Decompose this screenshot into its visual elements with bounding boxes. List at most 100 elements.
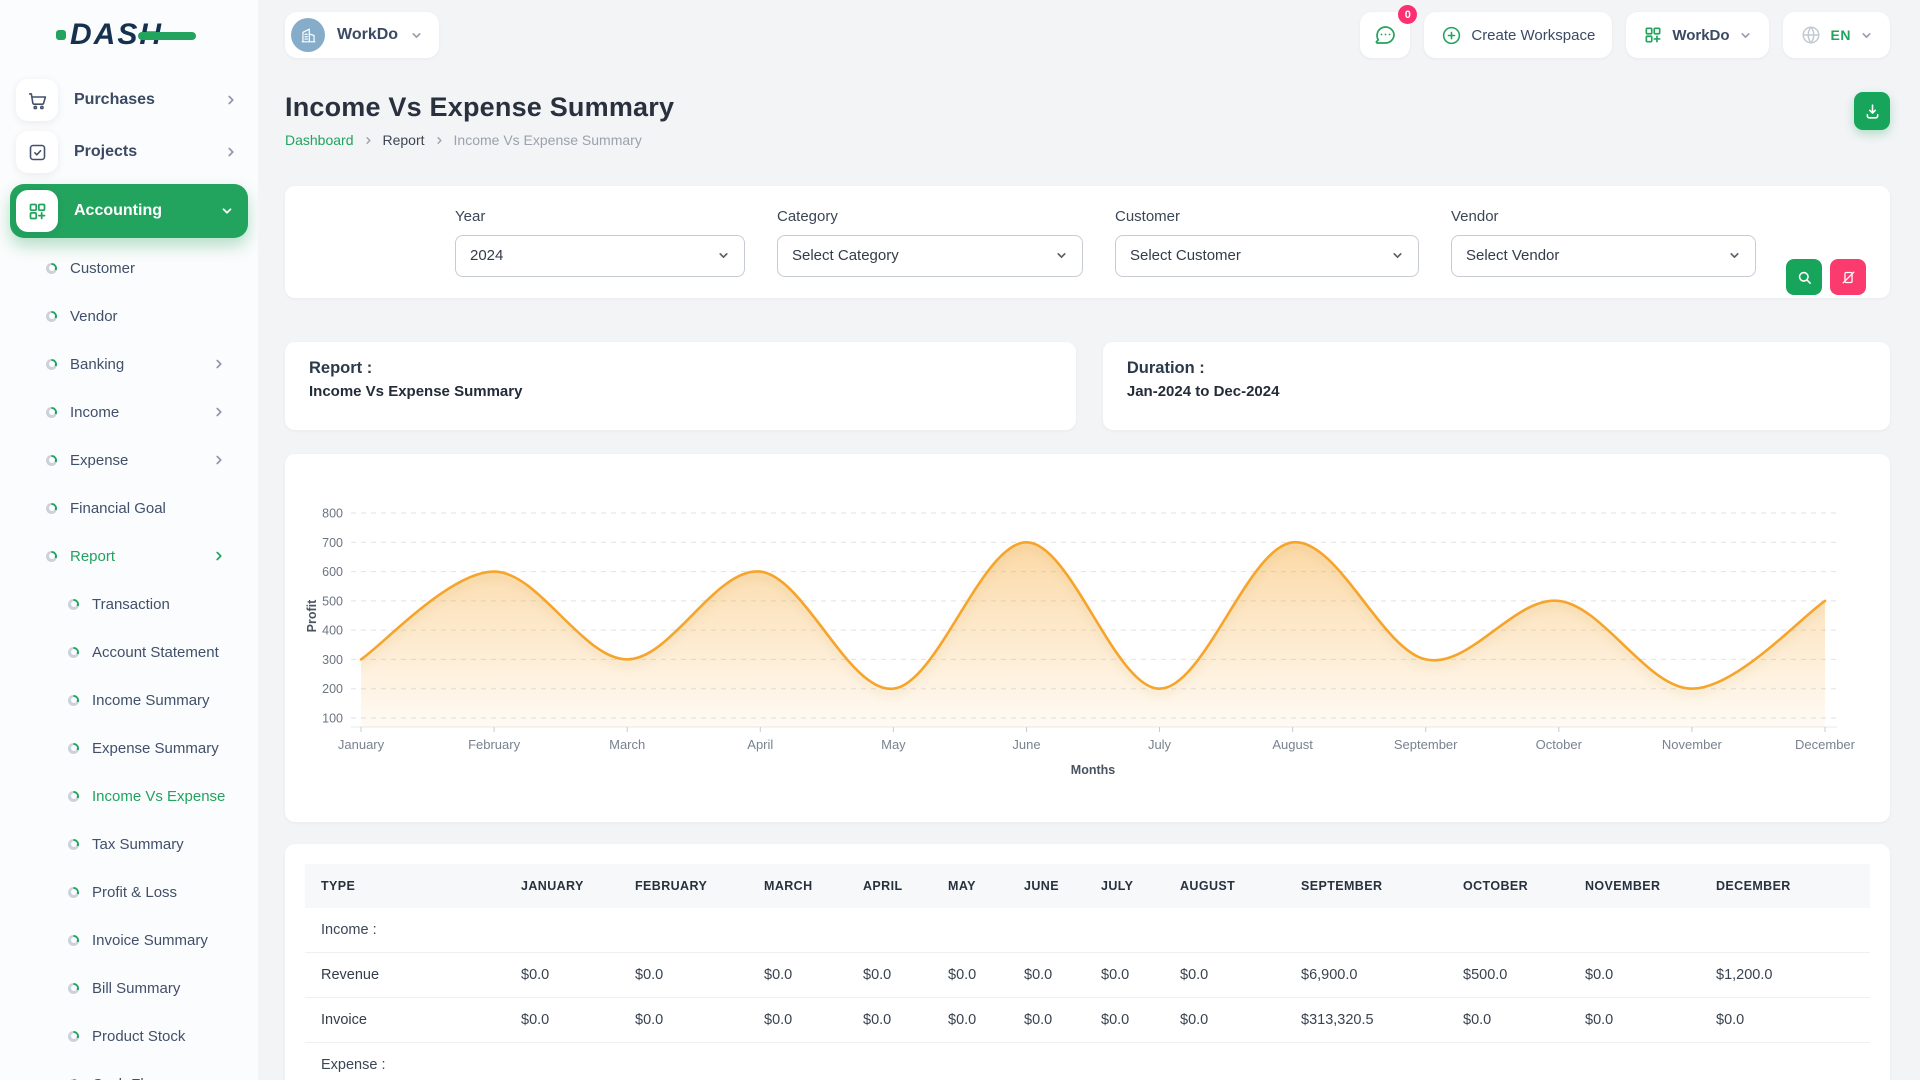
bullet-icon — [46, 358, 57, 370]
cell-value: $0.0 — [847, 997, 932, 1043]
svg-text:September: September — [1394, 737, 1458, 752]
duration-value: Jan-2024 to Dec-2024 — [1126, 383, 1280, 400]
section-label: Expense : — [305, 1042, 505, 1080]
chevron-down-icon — [1860, 29, 1873, 42]
sidebar-item-income-vs-expense[interactable]: Income Vs Expense — [10, 772, 248, 820]
sidebar-item-transaction[interactable]: Transaction — [10, 580, 248, 628]
sidebar-item-financial-goal[interactable]: Financial Goal — [10, 484, 248, 532]
column-header-may: MAY — [932, 864, 1008, 908]
bullet-icon — [68, 886, 79, 898]
sidebar-item-expense[interactable]: Expense — [10, 436, 248, 484]
sidebar-item-customer[interactable]: Customer — [10, 244, 248, 292]
breadcrumb-item-income-vs-expense-summary: Income Vs Expense Summary — [453, 132, 642, 148]
cell-value: $0.0 — [1447, 997, 1569, 1043]
sidebar-item-income[interactable]: Income — [10, 388, 248, 436]
column-header-july: JULY — [1085, 864, 1164, 908]
cell-value: $0.0 — [847, 952, 932, 998]
svg-text:January: January — [338, 737, 385, 752]
cell-value: $0.0 — [932, 997, 1008, 1043]
cell-value: $313,320.5 — [1285, 997, 1447, 1043]
sidebar-item-tax-summary[interactable]: Tax Summary — [10, 820, 248, 868]
filter-label: Customer — [1115, 207, 1181, 225]
chevron-down-icon — [410, 29, 423, 42]
svg-text:Profit: Profit — [305, 599, 319, 632]
sidebar-item-profit-loss[interactable]: Profit & Loss — [10, 868, 248, 916]
sidebar: DASH Purchases Projects Accounting Customer… — [0, 0, 258, 1080]
bullet-icon — [46, 502, 57, 514]
page-title: Income Vs Expense Summary — [285, 92, 675, 122]
sidebar-item-invoice-summary[interactable]: Invoice Summary — [10, 916, 248, 964]
filter-field-vendor: Vendor Select Vendor — [1451, 208, 1756, 277]
filter-field-category: Category Select Category — [777, 208, 1083, 277]
create-workspace-button[interactable]: Create Workspace — [1424, 12, 1613, 58]
messages-button[interactable]: 0 — [1360, 5, 1418, 58]
cell-value: $0.0 — [1569, 952, 1700, 998]
apply-filter-button[interactable] — [1786, 259, 1822, 295]
svg-text:May: May — [881, 737, 906, 752]
bullet-icon — [46, 406, 57, 418]
breadcrumb-item-dashboard[interactable]: Dashboard — [285, 132, 354, 148]
sidebar-item-cash-flow[interactable]: Cash Flow — [10, 1060, 248, 1080]
income-expense-chart: 800 700 600 500 400 300 200 100 January February M… — [285, 454, 1890, 822]
vendor-select[interactable]: Select Vendor — [1451, 234, 1756, 277]
category-select[interactable]: Select Category — [777, 234, 1083, 277]
svg-text:March: March — [609, 737, 645, 752]
language-selector[interactable]: EN — [1782, 12, 1890, 58]
filter-buttons — [1786, 259, 1866, 295]
column-header-november: NOVEMBER — [1569, 864, 1700, 908]
svg-text:Months: Months — [1071, 763, 1115, 777]
svg-text:700: 700 — [322, 536, 343, 550]
cell-value: $0.0 — [1569, 997, 1700, 1043]
breadcrumb-item-report[interactable]: Report — [382, 132, 425, 148]
table-row: Income : — [305, 908, 1870, 953]
reset-filter-button[interactable] — [1830, 259, 1866, 295]
sidebar-item-bill-summary[interactable]: Bill Summary — [10, 964, 248, 1012]
sidebar-item-accounting[interactable]: Accounting — [10, 184, 248, 238]
sidebar-item-banking[interactable]: Banking — [10, 340, 248, 388]
main-area: WorkDo 0 Create Workspace WorkDo — [258, 0, 1920, 1080]
duration-summary-card: Duration : Jan-2024 to Dec-2024 — [1102, 342, 1890, 430]
search-icon — [1796, 269, 1813, 286]
sidebar-item-account-statement[interactable]: Account Statement — [10, 628, 248, 676]
sidebar-item-projects[interactable]: Projects — [10, 126, 248, 178]
sidebar-item-report[interactable]: Report — [10, 532, 248, 580]
summary-cards: Report : Income Vs Expense Summary Durat… — [285, 342, 1890, 430]
language-code: EN — [1830, 27, 1851, 43]
customer-select[interactable]: Select Customer — [1115, 234, 1419, 277]
chevron-right-icon — [212, 357, 226, 371]
cell-value: $0.0 — [1164, 997, 1285, 1043]
cell-value: $0.0 — [619, 952, 748, 998]
report-table-card: TYPE JANUARY FEBRUARY MARCH APRIL MAY JUNE JULY… — [285, 844, 1890, 1080]
table-row: Invoice $0.0 $0.0 $0.0 $0.0 $0.0 $0.0 $0.0 $0.0 $… — [305, 997, 1870, 1043]
filter-field-year: Year 2024 — [455, 208, 745, 277]
column-header-january: JANUARY — [505, 864, 619, 908]
cell-value: $0.0 — [1085, 997, 1164, 1043]
chevron-down-icon — [1739, 29, 1752, 42]
year-select[interactable]: 2024 — [455, 234, 745, 277]
sidebar-item-vendor[interactable]: Vendor — [10, 292, 248, 340]
chevron-down-icon — [717, 249, 730, 262]
svg-text:December: December — [1795, 737, 1856, 752]
download-icon — [1863, 102, 1882, 121]
bullet-icon — [46, 550, 57, 562]
chevron-down-icon — [1728, 249, 1741, 262]
sidebar-item-product-stock[interactable]: Product Stock — [10, 1012, 248, 1060]
chevron-right-icon — [224, 93, 238, 107]
filter-label: Category — [777, 207, 838, 225]
dash-logo[interactable]: DASH — [10, 0, 248, 70]
workspace-selector[interactable]: WorkDo — [285, 12, 440, 58]
bullet-icon — [68, 694, 79, 706]
sidebar-item-purchases[interactable]: Purchases — [10, 74, 248, 126]
logo-accent-dot — [56, 30, 66, 40]
download-button[interactable] — [1854, 92, 1890, 130]
sidebar-item-income-summary[interactable]: Income Summary — [10, 676, 248, 724]
filter-label: Year — [455, 207, 486, 225]
column-header-february: FEBRUARY — [619, 864, 748, 908]
column-header-september: SEPTEMBER — [1285, 864, 1447, 908]
workspace-menu-button[interactable]: WorkDo — [1626, 12, 1769, 58]
sidebar-item-expense-summary[interactable]: Expense Summary — [10, 724, 248, 772]
cell-value: $500.0 — [1447, 952, 1569, 998]
column-header-october: OCTOBER — [1447, 864, 1569, 908]
cell-value: $6,900.0 — [1285, 952, 1447, 998]
filter-fields: Year 2024 Category Select Category Customer S… — [455, 208, 1756, 277]
